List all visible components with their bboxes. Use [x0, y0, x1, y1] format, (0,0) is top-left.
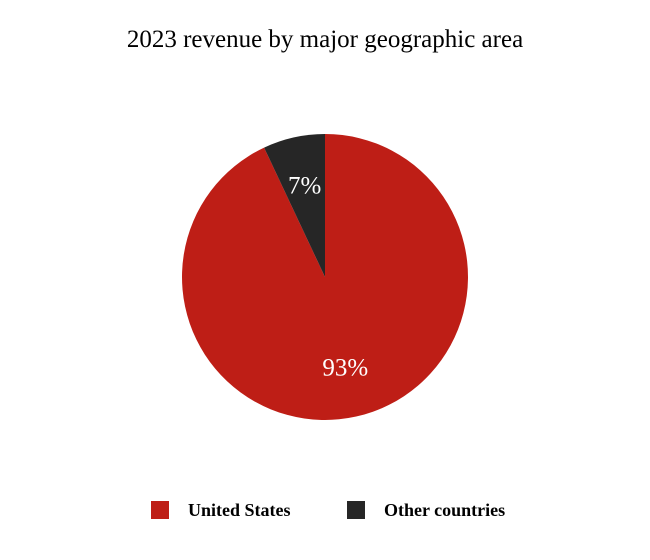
- pie-slice-other-countries: [264, 134, 325, 277]
- slice-label-united-states: 93%: [322, 354, 368, 381]
- legend-swatch-other-countries: [347, 501, 365, 519]
- pie-slice-united-states: [181, 134, 468, 420]
- legend-swatch-united-states: [151, 501, 169, 519]
- chart-title: 2023 revenue by major geographic area: [126, 26, 524, 53]
- legend: United States Other countries: [0, 498, 650, 522]
- pie-slices: [181, 134, 468, 420]
- legend-label-united-states: United States: [188, 499, 291, 520]
- slice-label-other-countries: 7%: [288, 173, 321, 200]
- pie-labels: 93% 7%: [288, 173, 368, 382]
- legend-label-other-countries: Other countries: [384, 499, 506, 520]
- legend-item-united-states: United States: [151, 498, 291, 522]
- legend-item-other-countries: Other countries: [347, 498, 505, 522]
